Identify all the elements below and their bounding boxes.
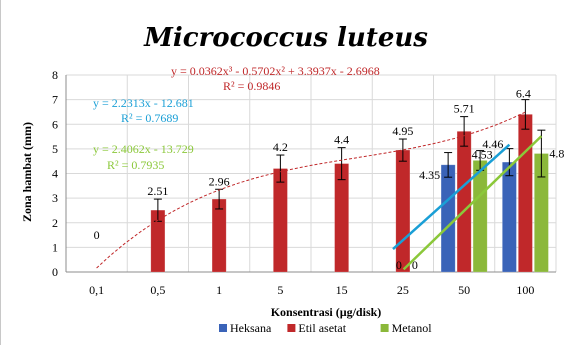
legend: Heksana Etil asetat Metanol [219, 321, 432, 335]
y-tick-label: 8 [52, 68, 58, 82]
trendline-equation-etil-asetat: y = 0.0362x³ - 0.5702x² + 3.3937x - 2.69… [171, 64, 380, 78]
bar-shading [211, 198, 227, 273]
data-label: 4.2 [273, 140, 288, 154]
y-axis-label: Zona hambat (mm) [20, 122, 34, 222]
data-label: 4.46 [482, 137, 503, 151]
y-tick-label: 2 [52, 216, 58, 230]
x-tick-label: 50 [458, 283, 470, 297]
trendline-equation-etil-asetat-r2: R² = 0.9846 [223, 79, 280, 93]
data-label: 4.95 [392, 124, 413, 138]
bar-shading [395, 149, 411, 273]
trendline-equation-heksana-r2: R² = 0.7689 [121, 111, 178, 125]
trendline-equation-heksana: y = 2.2313x - 12.681 [93, 96, 194, 110]
trendline-heksana [392, 143, 511, 251]
x-tick-label: 100 [516, 283, 534, 297]
data-label: 4.53 [472, 147, 493, 161]
x-tick-label: 1 [216, 283, 222, 297]
y-tick-label: 0 [52, 265, 58, 279]
legend-label: Heksana [230, 321, 272, 335]
bar-shading [502, 161, 517, 273]
data-label: 0 [94, 228, 100, 242]
chart-title: Micrococcus luteus [143, 23, 428, 53]
x-tick-label: 0,1 [89, 283, 104, 297]
data-label: 0 [396, 258, 402, 272]
trendline-equation-metanol: y = 2.4062x - 13.729 [93, 142, 194, 156]
legend-swatch [219, 324, 227, 332]
data-label: 4.35 [419, 168, 440, 182]
bar-shading [273, 168, 288, 273]
y-tick-label: 7 [52, 93, 58, 107]
bar-shading [440, 164, 456, 273]
data-label: 2.96 [209, 174, 230, 188]
legend-swatch [380, 324, 389, 332]
x-tick-label: 25 [397, 283, 409, 297]
trendline-metanol [402, 135, 543, 271]
data-label: 4.4 [334, 133, 349, 147]
y-tick-label: 1 [52, 240, 58, 254]
data-label: 4.81 [549, 147, 565, 161]
data-label: 2.51 [147, 184, 168, 198]
data-labels: 02.512.964.24.44.950 04.355.714.534.466.4… [94, 87, 565, 272]
data-label: 6.4 [516, 87, 531, 101]
y-tick-label: 6 [52, 117, 58, 131]
data-label: 0 [412, 258, 418, 272]
trendline-etil-asetat [96, 111, 526, 269]
x-tick-label: 15 [336, 283, 348, 297]
bar-shading [456, 131, 472, 273]
trendline-equation-metanol-r2: R² = 0.7935 [107, 158, 164, 172]
trendlines [96, 111, 543, 271]
bar-shading [518, 114, 533, 273]
data-label: 5.71 [454, 102, 475, 116]
bar-shading [472, 160, 488, 273]
x-tick-label: 5 [277, 283, 283, 297]
trendline-equations: y = 0.0362x³ - 0.5702x² + 3.3937x - 2.69… [93, 64, 380, 172]
y-tick-label: 4 [52, 167, 58, 181]
legend-swatch [287, 324, 296, 332]
y-tick-label: 3 [52, 191, 58, 205]
y-tick-label: 5 [52, 142, 58, 156]
x-axis-label: Konsentrasi (µg/disk) [271, 305, 382, 319]
legend-label: Metanol [392, 321, 433, 335]
legend-label: Etil asetat [298, 321, 346, 335]
x-tick-label: 0,5 [150, 283, 165, 297]
gridlines [65, 74, 557, 273]
